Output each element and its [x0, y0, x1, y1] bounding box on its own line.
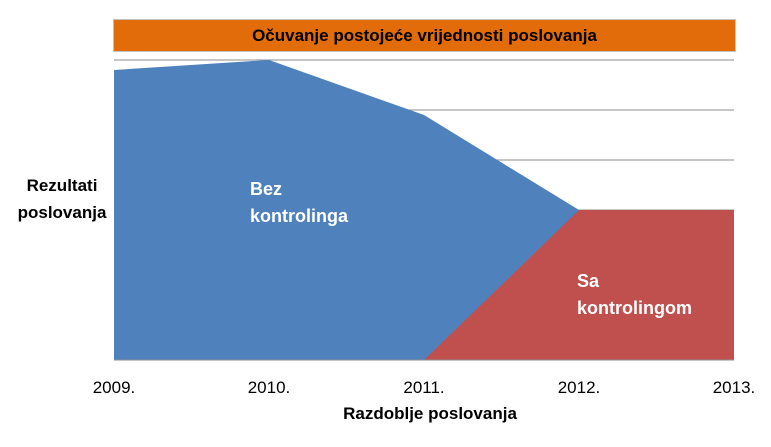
- series-label-sa-line2: kontrolingom: [577, 298, 692, 318]
- x-tick-label: 2013.: [713, 378, 756, 397]
- series-label-sa-kontrolingom: Sa kontrolingom: [577, 268, 692, 322]
- x-tick-label: 2012.: [558, 378, 601, 397]
- series-label-bez-line1: Bez: [250, 179, 283, 199]
- x-tick-label: 2009.: [93, 378, 136, 397]
- area-sa-kontrolingom: [424, 210, 734, 360]
- x-tick-label: 2010.: [248, 378, 291, 397]
- area-bez-kontrolinga: [114, 60, 579, 360]
- x-tick-label: 2011.: [403, 378, 444, 397]
- series-label-sa-line1: Sa: [577, 271, 600, 291]
- y-axis-label: Rezultati poslovanja: [17, 176, 107, 222]
- series-label-bez-kontrolinga: Bez kontrolinga: [250, 176, 348, 230]
- area-series: [114, 60, 734, 360]
- series-label-bez-line2: kontrolinga: [250, 206, 348, 226]
- chart-title: Očuvanje postojeće vrijednosti poslovanj…: [113, 19, 736, 52]
- x-axis-label: Razdoblje poslovanja: [343, 404, 517, 423]
- x-axis: 2009. 2010. 2011. 2012. 2013.: [93, 359, 756, 397]
